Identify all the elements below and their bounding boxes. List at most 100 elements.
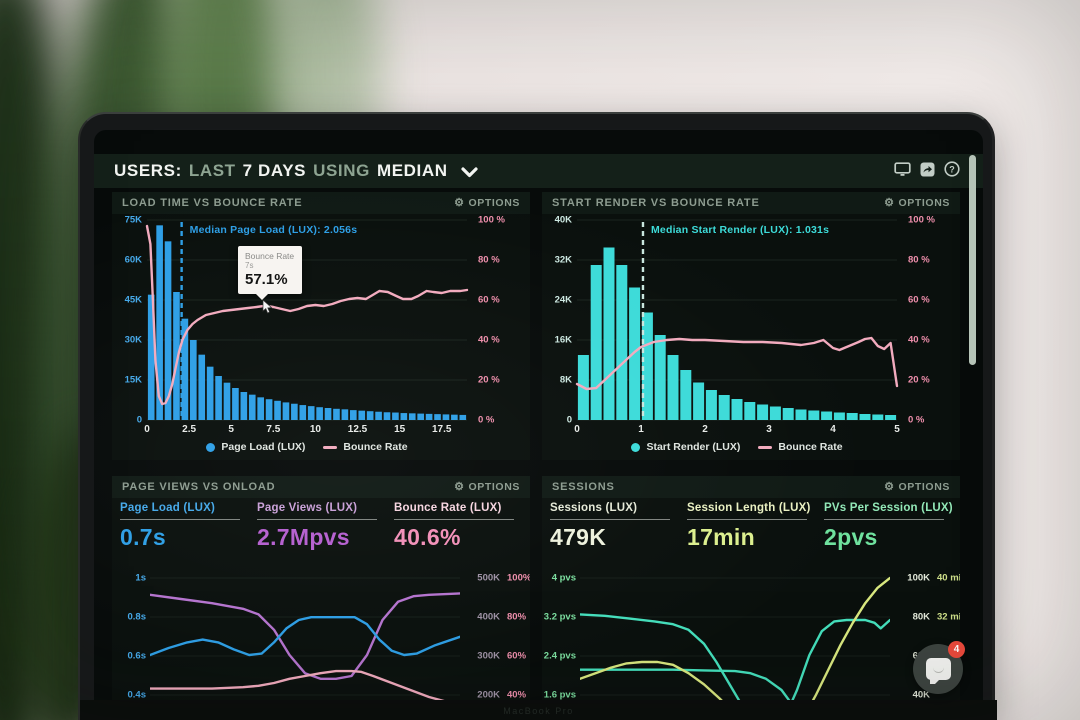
- metric-card: Bounce Rate (LUX) 40.6%: [394, 502, 526, 551]
- panel-title: START RENDER VS BOUNCE RATE: [552, 197, 760, 209]
- svg-text:?: ?: [949, 164, 955, 174]
- x-axis-tick: 15: [394, 424, 406, 435]
- metric-card: Page Views (LUX) 2.7Mpvs: [257, 502, 389, 551]
- start-render-chart[interactable]: Median Start Render (LUX): 1.031s Start …: [542, 214, 960, 460]
- y-axis-right-tick: 200K: [477, 689, 500, 701]
- metric-value: 479K: [550, 524, 607, 550]
- legend-label: Bounce Rate: [778, 441, 843, 453]
- plot-area: [580, 576, 890, 700]
- options-button[interactable]: ⚙ OPTIONS: [884, 197, 950, 209]
- x-axis-tick: 2: [702, 424, 708, 435]
- metric-label: Page Views (LUX): [257, 502, 358, 514]
- panel-header: SESSIONS ⚙ OPTIONS: [542, 476, 960, 498]
- share-icon[interactable]: [920, 162, 935, 177]
- metric-label: PVs Per Session (LUX): [824, 502, 953, 514]
- metric-value: 2.7Mpvs: [257, 524, 350, 550]
- header-median-label: MEDIAN: [376, 161, 448, 180]
- y-axis-right-row: 400K 80%: [468, 612, 530, 623]
- legend-item[interactable]: Bounce Rate: [323, 441, 408, 453]
- legend-line-marker: [758, 445, 773, 449]
- metric-value: 2pvs: [824, 524, 878, 550]
- legend-line-marker: [323, 445, 338, 449]
- y-axis-left-tick: 16K: [554, 334, 572, 346]
- y-axis-right-tick: 60 %: [478, 294, 500, 306]
- chevron-down-icon: [460, 166, 478, 177]
- header-last-label: LAST: [188, 161, 236, 180]
- display-icon[interactable]: [894, 161, 911, 177]
- panel-title: SESSIONS: [552, 481, 615, 493]
- panel-title: PAGE VIEWS VS ONLOAD: [122, 481, 276, 493]
- x-axis-tick: 5: [894, 424, 900, 435]
- metric-value: 0.7s: [120, 524, 166, 550]
- options-button[interactable]: ⚙ OPTIONS: [884, 481, 950, 493]
- plot-area: [150, 577, 460, 700]
- x-axis-tick: 7.5: [266, 424, 281, 435]
- gear-icon: ⚙: [884, 480, 895, 493]
- legend-item[interactable]: Bounce Rate: [758, 441, 843, 453]
- metric-card: PVs Per Session (LUX) 2pvs: [824, 502, 956, 551]
- x-axis-tick: 0: [144, 424, 150, 435]
- metric-value: 40.6%: [394, 524, 461, 550]
- sessions-chart[interactable]: 4 pvs 3.2 pvs 2.4 pvs 1.6 pvs 100K 40 min 80K 3…: [542, 572, 960, 700]
- y-axis-right-tick: 20 %: [478, 374, 500, 386]
- time-range-dropdown[interactable]: USERS: LAST 7 DAYS USING MEDIAN: [114, 161, 478, 181]
- metric-label: Page Load (LUX): [120, 502, 216, 514]
- help-icon[interactable]: ?: [944, 161, 960, 177]
- bezel-brand-text: MacBook Pro: [503, 706, 574, 716]
- y-axis-right-tick: 100 %: [908, 214, 935, 226]
- x-axis-tick: 0: [574, 424, 580, 435]
- y-axis-right-row: 80K 32 min: [898, 612, 960, 623]
- y-axis-right-row: 200K 40%: [468, 690, 530, 701]
- x-axis-tick: 5: [228, 424, 234, 435]
- plot-area: [145, 219, 469, 421]
- x-axis-tick: 4: [830, 424, 836, 435]
- metrics-row: Sessions (LUX) 479K Session Length (LUX) 17…: [542, 498, 960, 572]
- y-axis-right-tick: 80K: [912, 611, 930, 623]
- legend-item[interactable]: Page Load (LUX): [206, 441, 305, 453]
- header-range-label: 7 DAYS: [242, 161, 307, 180]
- chat-widget-button[interactable]: 4: [913, 641, 965, 694]
- x-axis-tick: 2.5: [182, 424, 197, 435]
- y-axis-right-tick: 60%: [507, 650, 527, 662]
- panel-title: LOAD TIME VS BOUNCE RATE: [122, 197, 303, 209]
- metric-card: Page Load (LUX) 0.7s: [120, 502, 252, 551]
- chart-legend: Start Render (LUX) Bounce Rate: [577, 441, 897, 453]
- options-button[interactable]: ⚙ OPTIONS: [454, 481, 520, 493]
- y-axis-left-tick: 30K: [124, 334, 142, 346]
- chat-bubble-icon: [925, 658, 951, 684]
- y-axis-left-tick: 0.4s: [127, 689, 147, 701]
- dashboard-screen: USERS: LAST 7 DAYS USING MEDIAN: [94, 130, 983, 720]
- panel-sessions: SESSIONS ⚙ OPTIONS Sessions (LUX) 479K Ses…: [542, 476, 960, 700]
- y-axis-left-tick: 8K: [559, 374, 572, 386]
- y-axis-right-tick: 80 %: [478, 254, 500, 266]
- options-label: OPTIONS: [468, 197, 520, 209]
- plot-area: [575, 219, 899, 421]
- tooltip-series: Bounce Rate: [245, 251, 295, 261]
- y-axis-right-row: 300K 60%: [468, 651, 530, 662]
- chart-legend: Page Load (LUX) Bounce Rate: [147, 441, 467, 453]
- legend-label: Page Load (LUX): [221, 441, 306, 453]
- metric-underline: [824, 519, 944, 520]
- y-axis-right-tick: 40 min: [937, 572, 960, 584]
- metric-underline: [550, 519, 670, 520]
- options-button[interactable]: ⚙ OPTIONS: [454, 197, 520, 209]
- y-axis-left-tick: 0.6s: [127, 650, 147, 662]
- laptop: USERS: LAST 7 DAYS USING MEDIAN: [78, 112, 997, 720]
- y-axis-left-tick: 32K: [554, 254, 572, 266]
- page-scrollbar[interactable]: [969, 155, 976, 365]
- header-users-label: USERS:: [114, 161, 182, 180]
- y-axis-left-tick: 24K: [554, 294, 572, 306]
- y-axis-left-tick: 40K: [554, 214, 572, 226]
- y-axis-right-tick: 80%: [507, 611, 527, 623]
- x-axis-tick: 3: [766, 424, 772, 435]
- y-axis-left-tick: 0: [136, 414, 142, 426]
- page-views-chart[interactable]: 1s 0.8s 0.6s 0.4s 500K 100% 400K 80% 300K 60% 200K…: [112, 572, 530, 700]
- metrics-row: Page Load (LUX) 0.7s Page Views (LUX) 2.7Mp…: [112, 498, 530, 572]
- gear-icon: ⚙: [884, 196, 895, 209]
- y-axis-right-row: 500K 100%: [468, 573, 530, 584]
- y-axis-left-tick: 0: [566, 414, 572, 426]
- legend-item[interactable]: Start Render (LUX): [631, 441, 740, 453]
- median-marker-label: Median Start Render (LUX): 1.031s: [650, 224, 830, 236]
- load-time-chart[interactable]: Median Page Load (LUX): 2.056s Bounce Ra…: [112, 214, 530, 460]
